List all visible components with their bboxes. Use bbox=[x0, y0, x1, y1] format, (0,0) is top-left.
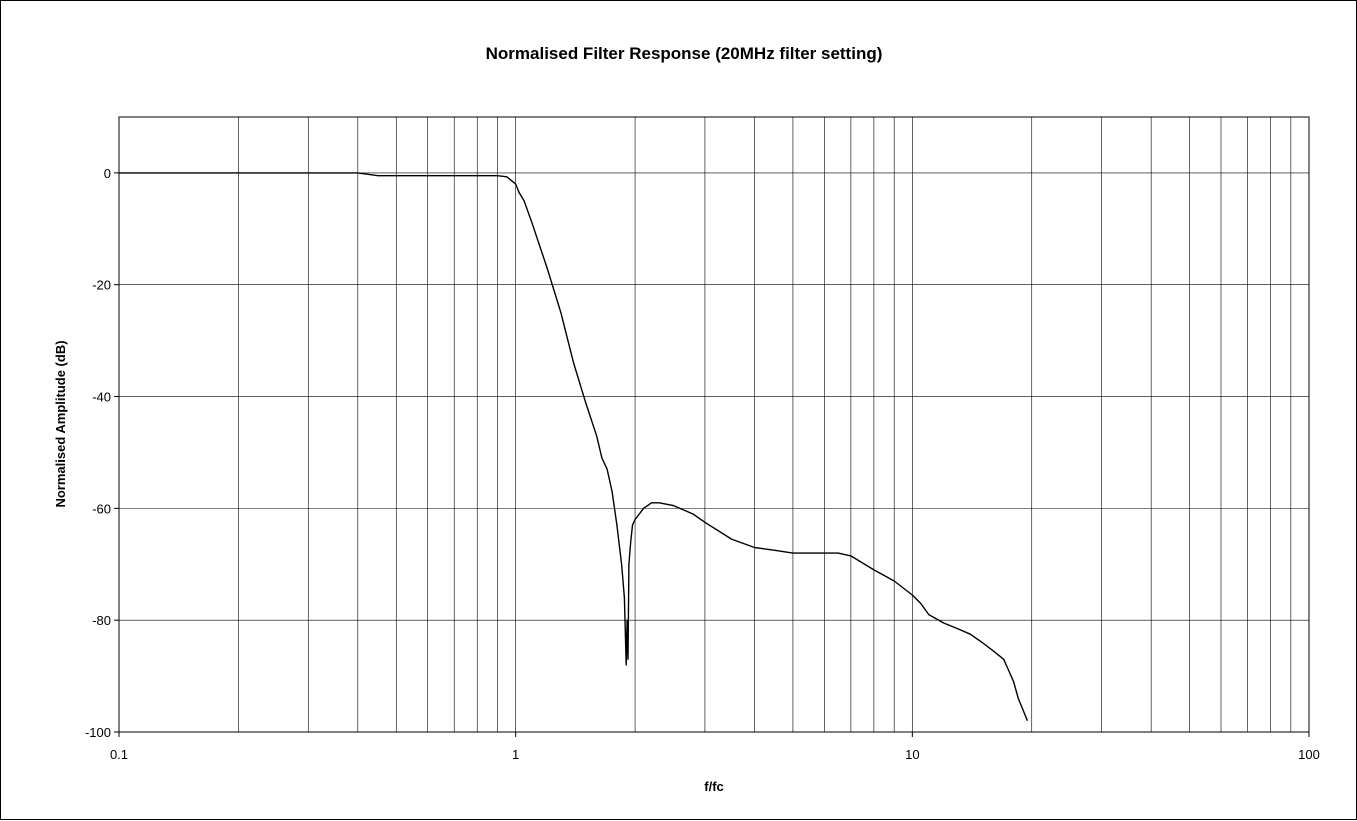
x-tick-label: 100 bbox=[1298, 747, 1320, 762]
y-tick-label: 0 bbox=[104, 166, 111, 181]
y-tick-label: -40 bbox=[92, 390, 111, 405]
series-line bbox=[119, 172, 1029, 722]
chart-title: Normalised Filter Response (20MHz filter… bbox=[486, 44, 883, 63]
tick-labels: 0 -20 -40 -60 -80 -100 0.1 1 10 100 bbox=[85, 166, 1320, 762]
y-tick-label: -100 bbox=[85, 725, 111, 740]
y-axis-title: Normalised Amplitude (dB) bbox=[53, 340, 68, 507]
y-tick-label: -60 bbox=[92, 501, 111, 516]
x-tick-label: 0.1 bbox=[110, 747, 128, 762]
x-axis-title: f/fc bbox=[704, 779, 724, 794]
grid-layer bbox=[118, 117, 1309, 733]
x-tick-label: 10 bbox=[905, 747, 919, 762]
x-tick-label: 1 bbox=[512, 747, 519, 762]
plot-border bbox=[118, 116, 1310, 733]
y-tick-label: -20 bbox=[92, 278, 111, 293]
series-layer bbox=[119, 172, 1029, 722]
y-tick-label: -80 bbox=[92, 613, 111, 628]
plot-area bbox=[119, 117, 1309, 732]
